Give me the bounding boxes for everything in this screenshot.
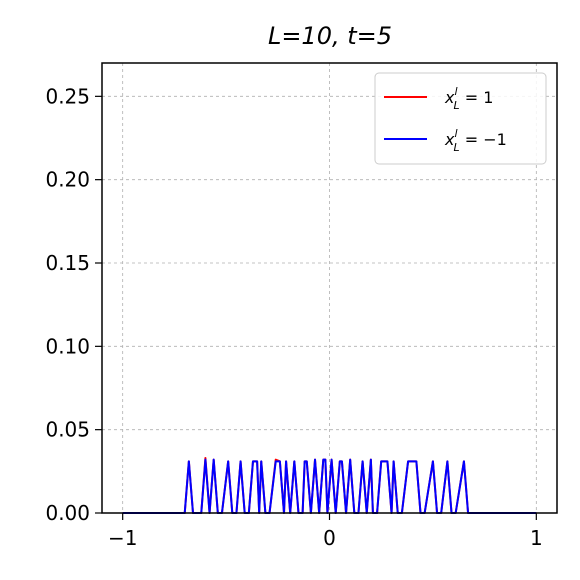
y-tick-label: 0.25: [45, 84, 90, 108]
y-tick-label: 0.00: [45, 501, 90, 525]
legend-box: [374, 72, 547, 165]
legend-label-1: xl L = −1: [444, 127, 507, 154]
ticks: −1 0 1 0.00 0.05 0.10 0.15 0.20 0.25: [45, 84, 542, 550]
y-tick-label: 0.05: [45, 418, 90, 442]
legend-label-0: xl L = 1: [444, 85, 493, 112]
y-tick-label: 0.15: [45, 251, 90, 275]
x-tick-label: −1: [108, 526, 137, 550]
x-tick-label: 0: [323, 526, 336, 550]
x-tick-label: 1: [530, 526, 543, 550]
chart-title: L=10, t=5: [268, 22, 392, 50]
y-tick-label: 0.10: [45, 334, 90, 358]
legend: xl L = 1 xl L = −1: [374, 72, 547, 165]
y-tick-label: 0.20: [45, 168, 90, 192]
